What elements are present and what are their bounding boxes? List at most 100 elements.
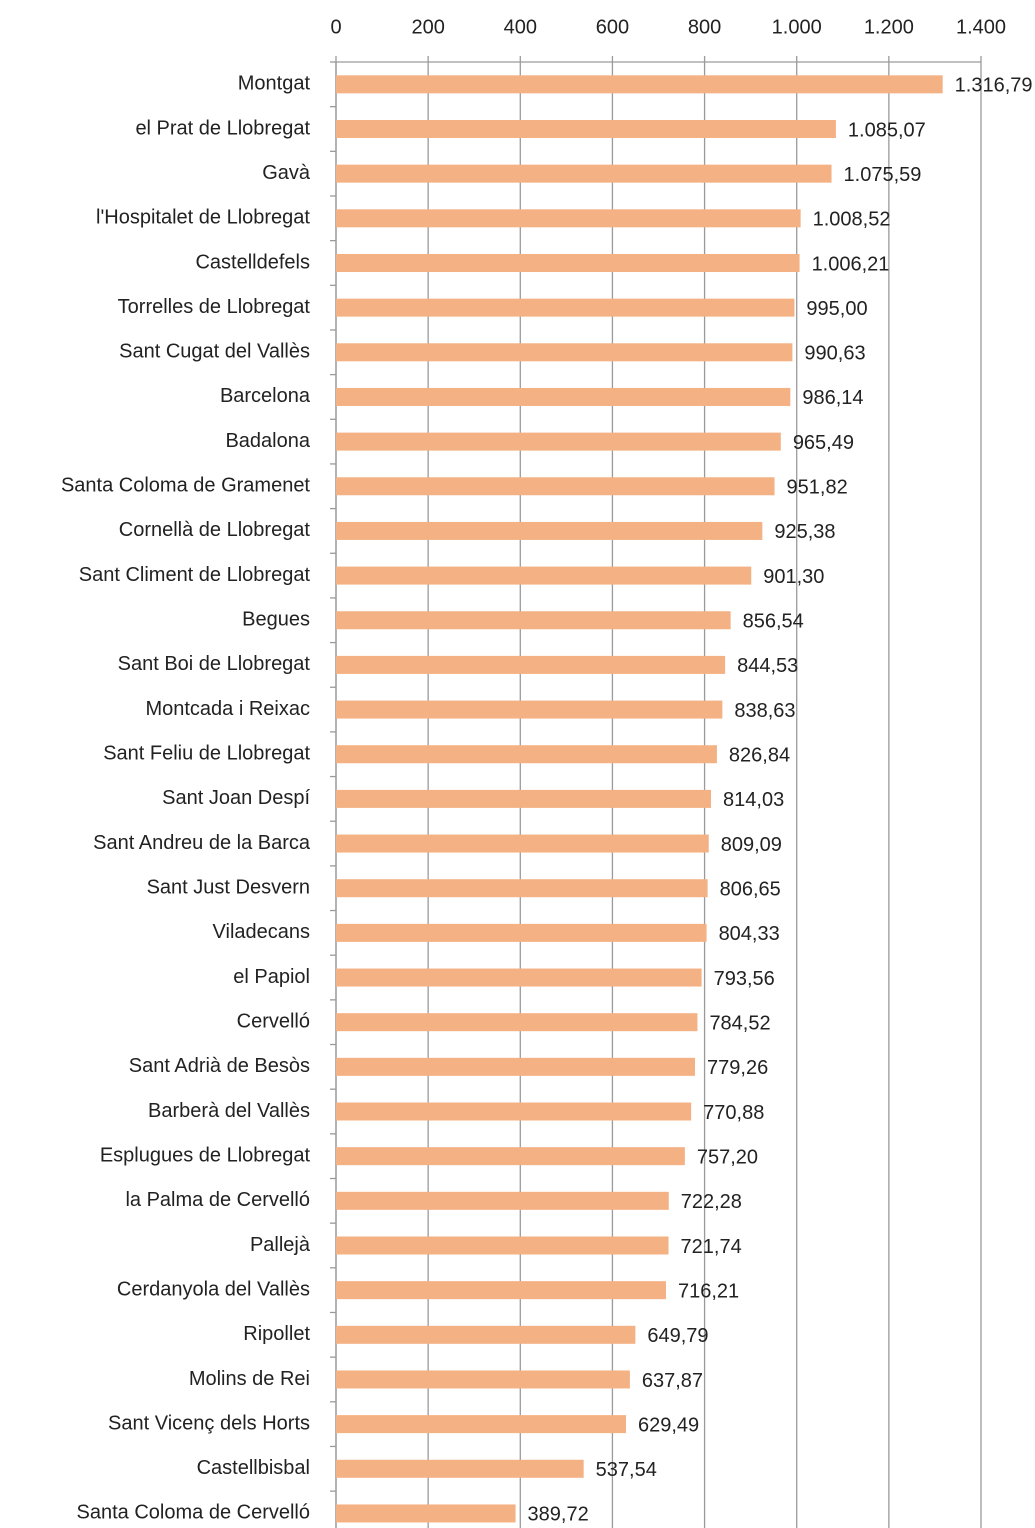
bar: [336, 611, 731, 630]
value-label: 1.006,21: [812, 253, 890, 275]
y-tick-label: Sant Cugat del Vallès: [119, 341, 310, 363]
y-tick-label: Cerdanyola del Vallès: [117, 1278, 310, 1300]
y-tick-label: Badalona: [225, 430, 310, 452]
value-label: 770,88: [703, 1102, 764, 1124]
value-label: 1.085,07: [848, 119, 926, 141]
value-label: 1.316,79: [955, 75, 1033, 97]
value-label: 901,30: [763, 566, 824, 588]
y-tick-label: la Palma de Cervelló: [125, 1189, 310, 1211]
bar: [336, 432, 781, 451]
bar: [336, 789, 712, 808]
bar: [336, 1236, 669, 1255]
bar: [336, 1415, 627, 1434]
value-label: 951,82: [787, 477, 848, 499]
bar: [336, 834, 709, 853]
value-label: 809,09: [721, 834, 782, 856]
y-tick-label: Santa Coloma de Gramenet: [61, 475, 310, 497]
y-tick-label: el Papiol: [233, 966, 310, 988]
bar: [336, 387, 791, 406]
y-tick-label: Castelldefels: [195, 251, 310, 273]
value-label: 990,63: [804, 343, 865, 365]
bar: [336, 566, 752, 585]
bar: [336, 700, 723, 719]
x-tick-label: 1.200: [864, 16, 914, 38]
x-tick-label: 400: [504, 16, 537, 38]
x-tick-label: 1.000: [772, 16, 822, 38]
value-label: 806,65: [720, 878, 781, 900]
bar: [336, 1013, 698, 1032]
value-label: 779,26: [707, 1057, 768, 1079]
bar: [336, 1057, 696, 1076]
value-label: 925,38: [774, 521, 835, 543]
y-tick-label: Sant Joan Despí: [162, 787, 310, 809]
value-label: 838,63: [734, 700, 795, 722]
y-tick-label: Gavà: [262, 162, 311, 184]
y-tick-label: Sant Vicenç dels Horts: [108, 1412, 310, 1434]
value-label: 784,52: [709, 1012, 770, 1034]
y-tick-label: Ripollet: [243, 1323, 310, 1345]
bar: [336, 655, 726, 674]
bar: [336, 1370, 630, 1389]
x-tick-label: 800: [688, 16, 721, 38]
bar: [336, 968, 702, 987]
value-label: 389,72: [528, 1504, 589, 1526]
bar: [336, 1191, 669, 1210]
value-label: 1.075,59: [844, 164, 922, 186]
y-tick-label: l'Hospitalet de Llobregat: [96, 207, 310, 229]
y-tick-label: Barcelona: [220, 385, 311, 407]
bar: [336, 75, 943, 94]
x-tick-label: 1.400: [956, 16, 1006, 38]
bar: [336, 521, 763, 540]
value-label: 844,53: [737, 655, 798, 677]
bar: [336, 923, 707, 942]
value-label: 965,49: [793, 432, 854, 454]
bar: [336, 477, 775, 496]
value-label: 986,14: [802, 387, 863, 409]
value-label: 649,79: [647, 1325, 708, 1347]
value-label: 826,84: [729, 745, 790, 767]
y-tick-label: Santa Coloma de Cervelló: [77, 1502, 310, 1524]
y-tick-label: Pallejà: [250, 1234, 311, 1256]
y-tick-label: Cervelló: [237, 1010, 310, 1032]
y-tick-label: Montcada i Reixac: [145, 698, 310, 720]
bar: [336, 745, 717, 764]
y-tick-label: Barberà del Vallès: [148, 1100, 310, 1122]
bar: [336, 1281, 666, 1300]
y-tick-label: Begues: [242, 609, 310, 631]
value-label: 856,54: [743, 611, 804, 633]
y-tick-label: Sant Climent de Llobregat: [79, 564, 311, 586]
value-label: 637,87: [642, 1370, 703, 1392]
value-label: 814,03: [723, 789, 784, 811]
value-label: 995,00: [806, 298, 867, 320]
y-tick-label: Sant Just Desvern: [147, 876, 310, 898]
bar: [336, 119, 836, 138]
bar: [336, 164, 832, 183]
bar: [336, 1459, 584, 1478]
value-label: 716,21: [678, 1280, 739, 1302]
value-label: 721,74: [681, 1236, 742, 1258]
bar: [336, 209, 801, 228]
bar: [336, 1102, 692, 1121]
bar: [336, 1147, 685, 1166]
y-tick-label: el Prat de Llobregat: [135, 117, 310, 139]
y-tick-label: Sant Boi de Llobregat: [118, 653, 311, 675]
bar: [336, 253, 800, 272]
bar: [336, 1504, 516, 1523]
y-tick-label: Viladecans: [213, 921, 310, 943]
y-tick-label: Sant Feliu de Llobregat: [103, 743, 310, 765]
value-label: 1.008,52: [813, 209, 891, 231]
y-tick-label: Montgat: [238, 73, 311, 95]
bar: [336, 1325, 636, 1344]
y-tick-label: Cornellà de Llobregat: [119, 519, 311, 541]
bar: [336, 343, 793, 362]
value-label: 537,54: [596, 1459, 657, 1481]
y-tick-label: Molins de Rei: [189, 1368, 310, 1390]
bar: [336, 298, 795, 317]
x-tick-label: 600: [596, 16, 629, 38]
y-tick-label: Sant Andreu de la Barca: [93, 832, 311, 854]
y-tick-label: Esplugues de Llobregat: [100, 1144, 311, 1166]
x-tick-label: 0: [330, 16, 341, 38]
y-tick-label: Torrelles de Llobregat: [118, 296, 311, 318]
value-label: 804,33: [719, 923, 780, 945]
